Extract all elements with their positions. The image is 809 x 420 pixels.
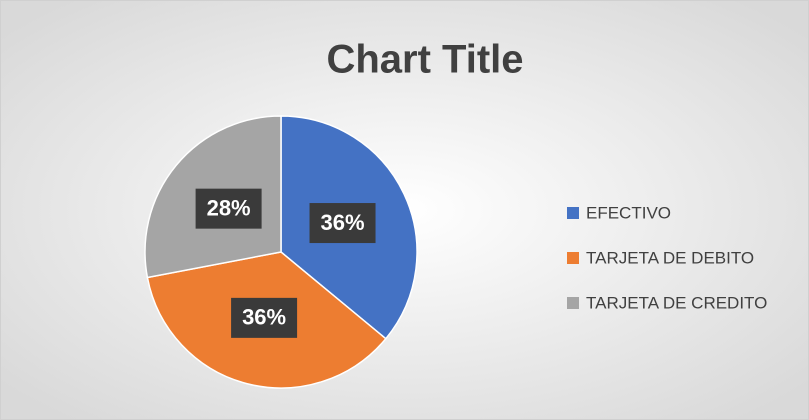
- data-label: 36%: [242, 305, 286, 330]
- data-label: 28%: [207, 195, 251, 220]
- legend-label: TARJETA DE CREDITO: [586, 293, 767, 312]
- data-label-box: [195, 188, 262, 229]
- legend-label: EFECTIVO: [586, 203, 671, 222]
- data-label: 36%: [321, 210, 365, 235]
- legend-label: TARJETA DE DEBITO: [586, 248, 754, 267]
- legend-swatch: [567, 207, 579, 219]
- legend-swatch: [567, 252, 579, 264]
- chart-title: Chart Title: [326, 38, 523, 82]
- data-label-box: [309, 203, 376, 244]
- data-label-box: [231, 297, 298, 338]
- legend-swatch: [567, 297, 579, 309]
